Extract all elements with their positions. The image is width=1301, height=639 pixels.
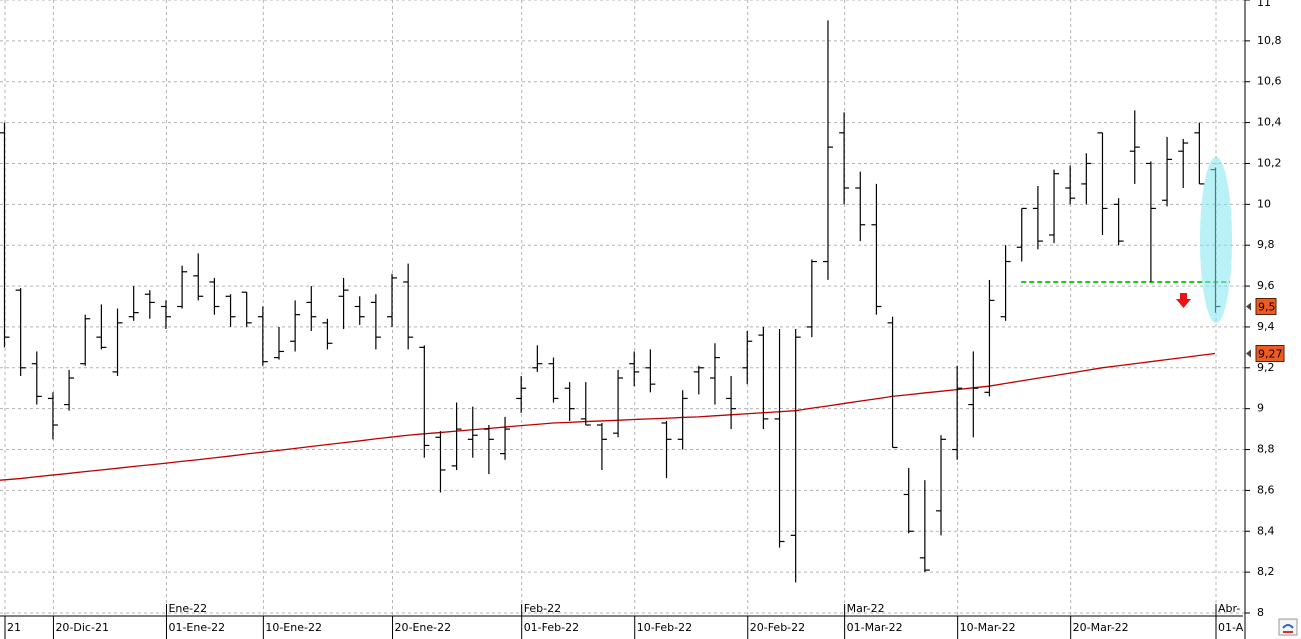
y-tick-label: 11 <box>1257 0 1271 9</box>
price-tag-label: 9,5 <box>1258 301 1276 314</box>
y-tick-label: 10,6 <box>1257 75 1282 88</box>
x-tick-label: 20-Dic-21 <box>55 621 109 634</box>
period-label: Ene-22 <box>168 602 207 615</box>
icon-glyph[interactable] <box>1282 624 1294 629</box>
x-tick-label: 01-A <box>1218 621 1244 634</box>
price-tag <box>1255 344 1285 362</box>
x-tick-label: 10-Ene-22 <box>265 621 322 634</box>
settings-icon[interactable] <box>1278 618 1298 636</box>
y-tick-label: 10,8 <box>1257 34 1282 47</box>
x-tick-label: 01-Ene-22 <box>168 621 225 634</box>
highlight-ellipse <box>1200 157 1232 323</box>
y-tick-label: 8 <box>1257 606 1264 619</box>
down-arrow <box>1176 293 1191 308</box>
x-axis: 21 20-Dic-21 01-Ene-22 Ene-22 10-Ene-22 20-En… <box>0 602 1244 639</box>
y-tick-label: 9,8 <box>1257 238 1275 251</box>
y-tick-label: 10 <box>1257 197 1271 210</box>
price-tag-label: 9,27 <box>1258 347 1283 360</box>
price-tag-pointer <box>1246 349 1251 358</box>
y-axis: 8 8,2 8,4 8,6 8,8 9 9,2 9,4 9,6 9,8 10 10,2 10,4 10,6… <box>1244 0 1285 639</box>
price-tag-pointer <box>1246 302 1251 311</box>
y-tick-label: 10,2 <box>1257 156 1282 169</box>
y-tick-label: 10,4 <box>1257 116 1282 129</box>
y-tick-label: 8,2 <box>1257 565 1275 578</box>
y-tick-label: 8,6 <box>1257 483 1275 496</box>
y-tick-label: 9 <box>1257 402 1264 415</box>
y-tick-label: 9,2 <box>1257 361 1275 374</box>
x-tick-label: 01-Feb-22 <box>524 621 579 634</box>
y-tick-label: 8,8 <box>1257 443 1275 456</box>
period-label: Feb-22 <box>524 602 561 615</box>
moving-average-line <box>0 352 1216 481</box>
x-tick-label: 20-Feb-22 <box>750 621 805 634</box>
x-tick-label: 20-Mar-22 <box>1073 621 1129 634</box>
x-tick-label: 10-Feb-22 <box>637 621 692 634</box>
y-tick-label: 8,4 <box>1257 524 1275 537</box>
y-tick-label: 9,6 <box>1257 279 1275 292</box>
price-tag <box>1255 298 1277 315</box>
x-tick-label: 01-Mar-22 <box>847 621 903 634</box>
y-tick-label: 9,4 <box>1257 320 1275 333</box>
x-tick-label: 21 <box>7 621 21 634</box>
x-tick-label: 10-Mar-22 <box>960 621 1016 634</box>
plot-area <box>0 20 1230 583</box>
period-label: Abr- <box>1218 602 1240 615</box>
x-tick-label: 20-Ene-22 <box>395 621 452 634</box>
period-label: Mar-22 <box>847 602 885 615</box>
